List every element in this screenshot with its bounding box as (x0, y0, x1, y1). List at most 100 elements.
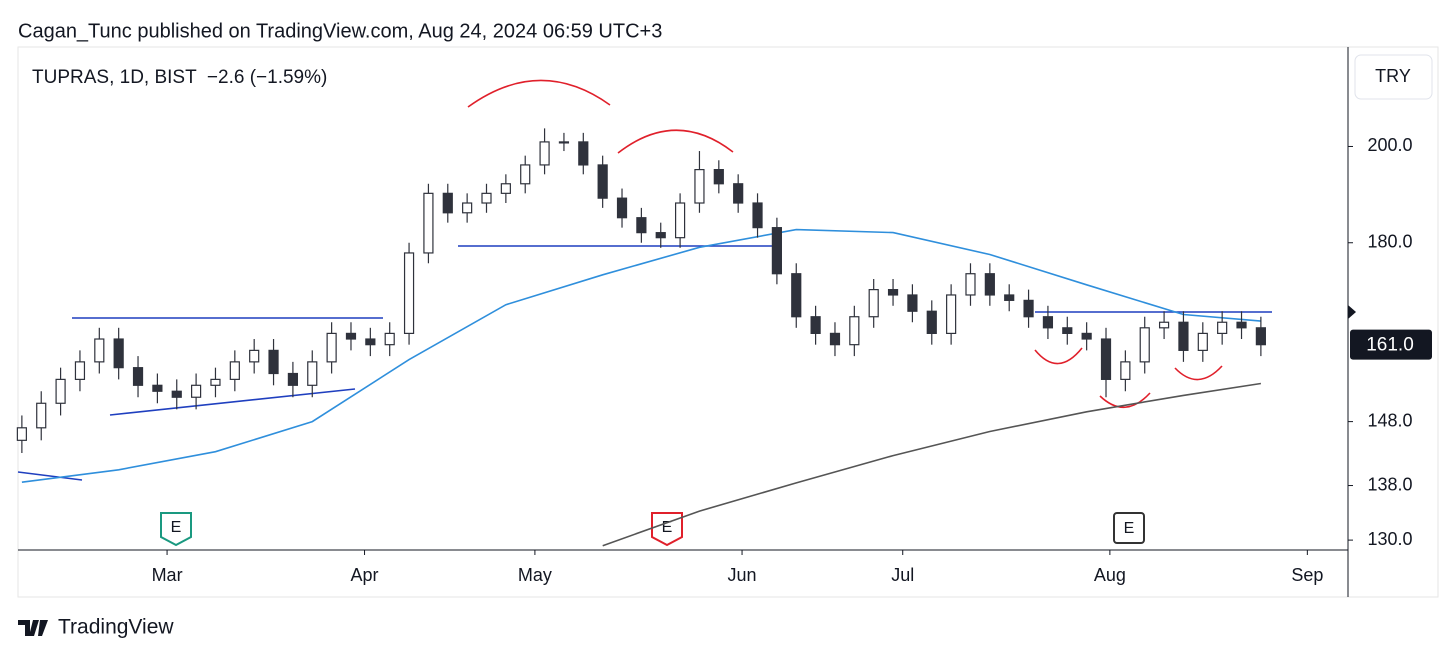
candle-body (616, 197, 628, 219)
candle-body (365, 338, 376, 346)
badge-label: E (1124, 520, 1135, 537)
candle-body (74, 361, 86, 380)
badge[interactable] (651, 512, 683, 547)
candle-body (152, 384, 163, 392)
candle-body (887, 289, 899, 296)
y-tick-label: 138.0 (1367, 474, 1412, 494)
arc (1174, 365, 1223, 381)
candle-body (539, 141, 550, 166)
x-tick-label: Apr (351, 565, 379, 585)
last-price-label: 161.0 (1366, 335, 1414, 356)
candle-body (345, 332, 357, 340)
candle-body (520, 164, 531, 185)
candle-body (655, 232, 666, 239)
logo (18, 620, 48, 636)
candle-body (752, 202, 763, 229)
candle-body (307, 361, 318, 386)
candle-body (694, 169, 705, 204)
arc (467, 79, 611, 108)
trend-line (109, 388, 356, 416)
x-tick-label: Jul (891, 565, 914, 585)
candle-body (132, 367, 144, 386)
candle-body (965, 273, 976, 296)
earnings-badges: E E E (160, 512, 1145, 547)
candle-body (423, 192, 434, 254)
arc (1099, 392, 1151, 409)
x-tick-label: May (518, 565, 552, 585)
trend-line (17, 471, 83, 481)
arc (617, 129, 734, 154)
candle-body (674, 202, 686, 239)
candle-body (287, 372, 299, 386)
candle-body (791, 273, 802, 318)
candle-body (1062, 327, 1073, 334)
candle-body (55, 378, 66, 404)
x-tick-label: Sep (1291, 565, 1323, 585)
candle-body (210, 378, 221, 386)
candle-body (268, 349, 279, 375)
candle-body (984, 273, 995, 296)
candle-body (868, 289, 879, 318)
badge[interactable] (160, 512, 192, 547)
candle-body (1120, 361, 1131, 380)
candle-body (1255, 327, 1266, 346)
candle-body (1236, 321, 1247, 329)
candle-body (1023, 299, 1034, 318)
drawings (17, 79, 1272, 481)
candle-body (229, 361, 240, 380)
candle-body (249, 349, 260, 363)
badge-label: E (662, 519, 673, 536)
frame (17, 46, 1439, 598)
candle-body (1139, 327, 1150, 363)
candle-body (326, 332, 337, 363)
last-price-box (1350, 329, 1432, 360)
candle-body (829, 332, 841, 346)
candle-body (771, 227, 782, 275)
candle-body (1217, 321, 1228, 334)
candle-body (849, 316, 860, 346)
candle-body (481, 192, 492, 204)
candle-body (926, 310, 937, 334)
candle-body (578, 141, 589, 166)
marker (1348, 305, 1356, 319)
y-tick-label: 200.0 (1367, 135, 1412, 155)
candle-body (191, 384, 202, 398)
publisher: Cagan_Tunc published on TradingView.com,… (18, 20, 662, 42)
candle-body (1178, 321, 1189, 351)
candle-body (1197, 332, 1208, 351)
candle-body (403, 252, 415, 334)
candle-body (1158, 321, 1170, 329)
moving-average (602, 382, 1262, 547)
currency-box[interactable] (1354, 54, 1433, 100)
candle-body (733, 183, 744, 204)
candle-body (171, 390, 182, 398)
candle-body (810, 316, 821, 334)
y-tick-label: 180.0 (1367, 231, 1412, 251)
x-tick-label: Jun (728, 565, 757, 585)
y-tick-label: 130.0 (1367, 529, 1412, 549)
brand: TradingView (58, 616, 174, 639)
currency: TRY (1375, 66, 1411, 86)
candle-body (36, 402, 47, 429)
y-tick-label: 148.0 (1367, 410, 1412, 430)
logo-icon (18, 620, 48, 636)
candle-body (713, 169, 724, 185)
candle-body (558, 141, 570, 144)
candle-body (384, 332, 395, 346)
badge-label: E (171, 519, 182, 536)
candle-body (500, 183, 511, 194)
candle-body (113, 338, 124, 369)
candle-body (1081, 332, 1092, 340)
candle-body (597, 164, 608, 199)
arc (1034, 347, 1083, 365)
badge[interactable] (1113, 512, 1145, 544)
moving-average (21, 228, 1261, 483)
candle-body (636, 217, 647, 234)
candle-body (442, 192, 453, 214)
candle-body (1004, 294, 1015, 301)
candle-body (946, 294, 957, 334)
symbol-title: TUPRAS, 1D, BIST −2.6 (−1.59%) (32, 67, 327, 88)
x-tick-label: Mar (152, 565, 183, 585)
